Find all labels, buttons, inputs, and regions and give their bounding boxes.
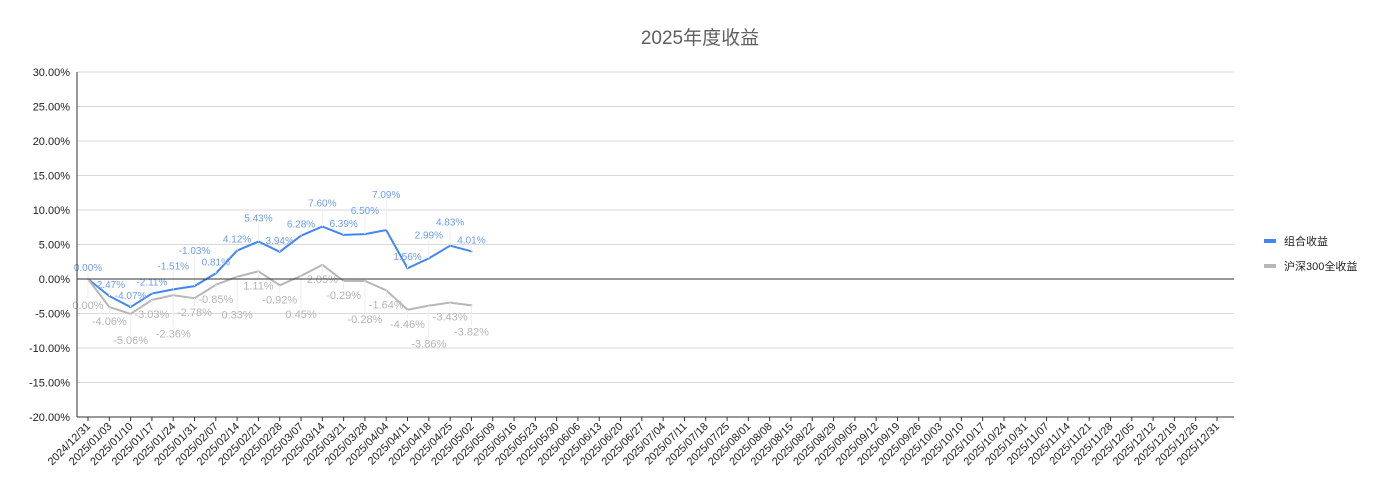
data-label: 0.33% <box>222 310 253 322</box>
data-label: -2.11% <box>136 278 167 289</box>
data-label: -2.36% <box>156 328 191 340</box>
data-label: -0.28% <box>347 314 382 326</box>
data-label: 0.45% <box>285 309 316 321</box>
y-tick-label: 30.00% <box>33 67 71 79</box>
data-label: -1.51% <box>157 261 189 272</box>
data-label: -4.46% <box>390 319 425 331</box>
data-label: -4.07% <box>115 291 147 302</box>
chart-title: 2025年度收益 <box>641 27 759 49</box>
data-label: -1.64% <box>369 299 404 311</box>
data-label: 7.09% <box>372 190 400 201</box>
data-label: 6.39% <box>329 219 357 230</box>
data-label: 0.00% <box>74 263 102 274</box>
data-label: -0.92% <box>262 294 297 306</box>
data-label: 0.00% <box>72 300 103 312</box>
data-label: 7.60% <box>308 199 336 210</box>
legend-swatch <box>1264 264 1276 268</box>
y-tick-label: -10.00% <box>29 343 70 355</box>
data-label: -4.06% <box>92 316 127 328</box>
y-tick-label: 15.00% <box>33 171 71 183</box>
data-label: -2.78% <box>177 307 212 319</box>
data-label: -3.86% <box>411 339 446 351</box>
data-label: 4.83% <box>436 218 464 229</box>
data-label: 6.50% <box>351 206 379 217</box>
y-tick-label: 10.00% <box>33 205 71 217</box>
data-label: 1.11% <box>243 280 274 292</box>
data-label: 0.81% <box>202 257 230 268</box>
data-label: -1.03% <box>179 246 211 257</box>
data-label: -3.03% <box>134 309 169 321</box>
data-label: -3.82% <box>454 326 489 338</box>
legend-swatch <box>1264 239 1276 243</box>
data-label: 5.43% <box>244 214 272 225</box>
y-tick-label: -15.00% <box>29 378 70 390</box>
data-label: 3.94% <box>266 236 294 247</box>
legend-label: 组合收益 <box>1284 234 1328 248</box>
y-tick-label: 25.00% <box>33 102 71 114</box>
data-label: 1.56% <box>393 252 421 263</box>
y-tick-label: -20.00% <box>29 412 70 424</box>
data-label: 6.28% <box>287 220 315 231</box>
y-tick-label: 20.00% <box>33 136 71 148</box>
data-label: 4.12% <box>223 235 251 246</box>
data-label: 4.01% <box>457 235 485 246</box>
data-label: -3.43% <box>433 312 468 324</box>
data-label: -0.85% <box>198 294 233 306</box>
y-tick-label: 5.00% <box>39 240 70 252</box>
y-tick-label: 0.00% <box>39 274 70 286</box>
data-label: -5.06% <box>113 335 148 347</box>
data-label: -0.29% <box>326 290 361 302</box>
data-label: 2.05% <box>307 274 338 286</box>
y-tick-label: -5.00% <box>35 309 70 321</box>
legend-label: 沪深300全收益 <box>1284 259 1357 273</box>
data-label: -2.47% <box>93 280 125 291</box>
data-label: 2.99% <box>415 230 443 241</box>
